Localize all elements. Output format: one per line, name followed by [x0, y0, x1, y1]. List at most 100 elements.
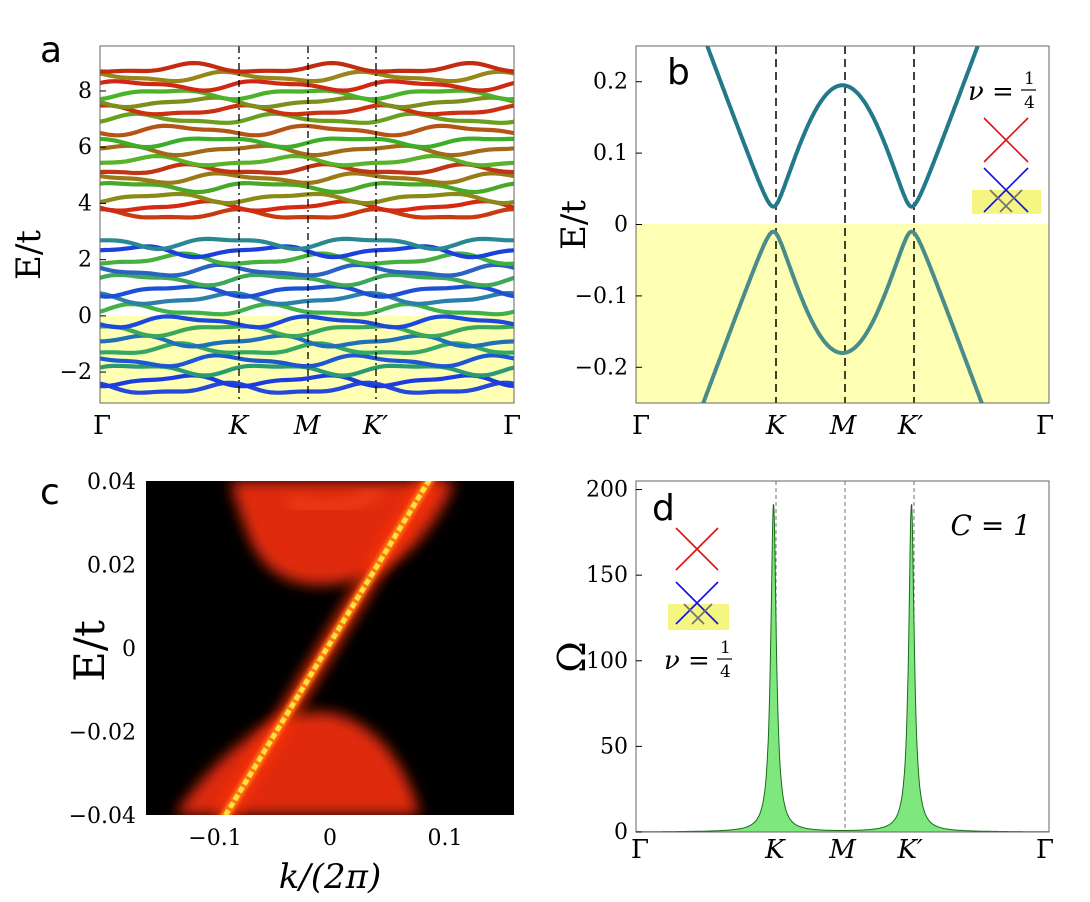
panel-a-upper-band [100, 123, 514, 138]
panel-a-upper-band [100, 111, 514, 125]
xtick-label: 0 [323, 826, 337, 851]
panel-b-nu-symbol: ν [968, 77, 984, 107]
xtick-label: −0.1 [188, 826, 241, 851]
panel-b-fill-band [636, 224, 1049, 403]
panel-d-filling-annotation: ν = 1 4 [664, 638, 732, 682]
panel-a-upper-band [100, 143, 514, 158]
kpoint-label: Γ [1036, 411, 1054, 441]
panel-a-upper-band [100, 69, 514, 84]
ytick-label: 0.04 [87, 470, 136, 495]
panel-a-upper-band [100, 136, 514, 150]
kpoint-label: Γ [1036, 835, 1054, 865]
panel-a-upper-band [100, 162, 514, 176]
panel-d-xticks: Γ K M K′ Γ [631, 835, 1054, 865]
panel-a-lower-band [100, 262, 514, 278]
panel-d-label: d [652, 488, 675, 529]
panel-a-lower-band [100, 272, 514, 288]
ytick-label: −0.02 [69, 721, 136, 746]
ytick-label: 0 [78, 304, 92, 329]
panel-c-xticks: −0.1 0 0.1 [188, 826, 462, 851]
d-icon-blue-line-2 [675, 581, 719, 625]
panel-d-band-icon [668, 527, 729, 630]
ytick-label: −0.04 [69, 804, 136, 829]
panel-a-upper-band [100, 180, 514, 195]
icon-grey-line-2 [999, 189, 1023, 213]
panel-a-ylabel: E/t [9, 230, 49, 280]
ytick-label: 0.2 [593, 70, 628, 95]
panel-a-lower-band [100, 244, 514, 260]
panel-a-upper-band [100, 60, 514, 74]
panel-d-frac-den: 4 [720, 662, 731, 682]
panel-a-upper-band [100, 95, 514, 110]
panel-a-label: a [40, 30, 62, 71]
panel-b-label: b [667, 52, 690, 93]
ytick-label: 0.1 [593, 141, 628, 166]
panel-d-ylabel: Ω [550, 641, 594, 673]
panel-a-yticks: −2 0 2 4 6 8 [60, 79, 106, 385]
kpoint-label: K′ [362, 411, 388, 441]
panel-d-equals: = [688, 646, 710, 676]
panel-a-lower-band [100, 324, 514, 339]
panel-c-upper-glow [287, 485, 383, 513]
panel-a-lower-band [100, 373, 514, 389]
panel-a-lower-band [100, 284, 514, 299]
panel-a-frame [99, 45, 515, 404]
ytick-label: 100 [586, 649, 628, 674]
ytick-label: 0 [614, 213, 628, 238]
panel-a-upper-band [100, 79, 514, 93]
panel-a-fill-band [100, 316, 514, 403]
panel-a-upper-band [100, 171, 514, 186]
panel-b-band-icon [972, 117, 1041, 214]
panel-c-edge-state [222, 481, 432, 815]
kpoint-label: K′ [897, 411, 923, 441]
panel-a-upper-band [100, 191, 514, 206]
d-icon-grey-line-1 [683, 603, 705, 625]
ytick-label: 8 [78, 79, 92, 104]
panel-b-upper-band [705, 46, 980, 209]
kpoint-label: Γ [93, 411, 111, 441]
panel-b-yticks: −0.2 −0.1 0 0.1 0.2 [575, 70, 642, 380]
panel-a-upper-band [100, 198, 514, 213]
panel-d: 0 50 100 150 200 Γ K M K′ Γ Ω d C = 1 ν = 1 4 [550, 478, 1054, 865]
kpoint-label: K′ [896, 835, 922, 865]
panel-c-xlabel: k/(2π) [279, 857, 382, 897]
panel-c-ylabel: E/t [65, 620, 114, 682]
ytick-label: 200 [586, 478, 628, 503]
ytick-label: 0 [122, 637, 136, 662]
kpoint-label: Γ [503, 411, 521, 441]
ytick-label: 150 [586, 563, 628, 588]
ytick-label: −2 [60, 360, 92, 385]
panel-c-label: c [40, 472, 60, 513]
panel-a: −2 0 2 4 6 8 Γ K M K′ Γ E/t a [9, 30, 521, 441]
kpoint-label: Γ [631, 835, 649, 865]
panel-a-xticks: Γ K M K′ Γ [93, 411, 521, 441]
panel-c-upper-continuum [230, 481, 455, 585]
xtick-label: 0.1 [428, 826, 463, 851]
panel-a-lower-band [100, 236, 514, 252]
kpoint-label: M [829, 411, 858, 441]
panel-d-frame [635, 480, 1050, 833]
ytick-label: −0.1 [575, 284, 628, 309]
kpoint-label: M [293, 411, 322, 441]
icon-red-line-2 [983, 117, 1029, 163]
d-icon-red-line-2 [675, 527, 719, 571]
panel-a-upper-band [100, 207, 514, 220]
kpoint-label: K [765, 411, 787, 441]
ytick-label: 6 [78, 135, 92, 160]
panel-b: −0.2 −0.1 0 0.1 0.2 Γ K M K′ Γ E/t b ν = 1 4 [554, 45, 1054, 441]
panel-a-bands [100, 60, 514, 395]
panel-a-upper-band [100, 103, 514, 117]
icon-filled-rect [972, 190, 1041, 214]
panel-b-frac-num: 1 [1024, 69, 1035, 89]
panel-d-frac-num: 1 [720, 638, 731, 658]
panel-a-upper-band [100, 153, 514, 168]
ytick-label: 2 [78, 248, 92, 273]
panel-c-yticks: −0.04 −0.02 0 0.02 0.04 [69, 470, 136, 829]
panel-d-berry-curvature [636, 504, 1049, 832]
ytick-label: −0.2 [575, 355, 628, 380]
ytick-label: 4 [78, 191, 92, 216]
panel-b-equals: = [992, 77, 1014, 107]
panel-a-upper-band [100, 88, 514, 102]
panel-a-lower-band [100, 251, 514, 266]
